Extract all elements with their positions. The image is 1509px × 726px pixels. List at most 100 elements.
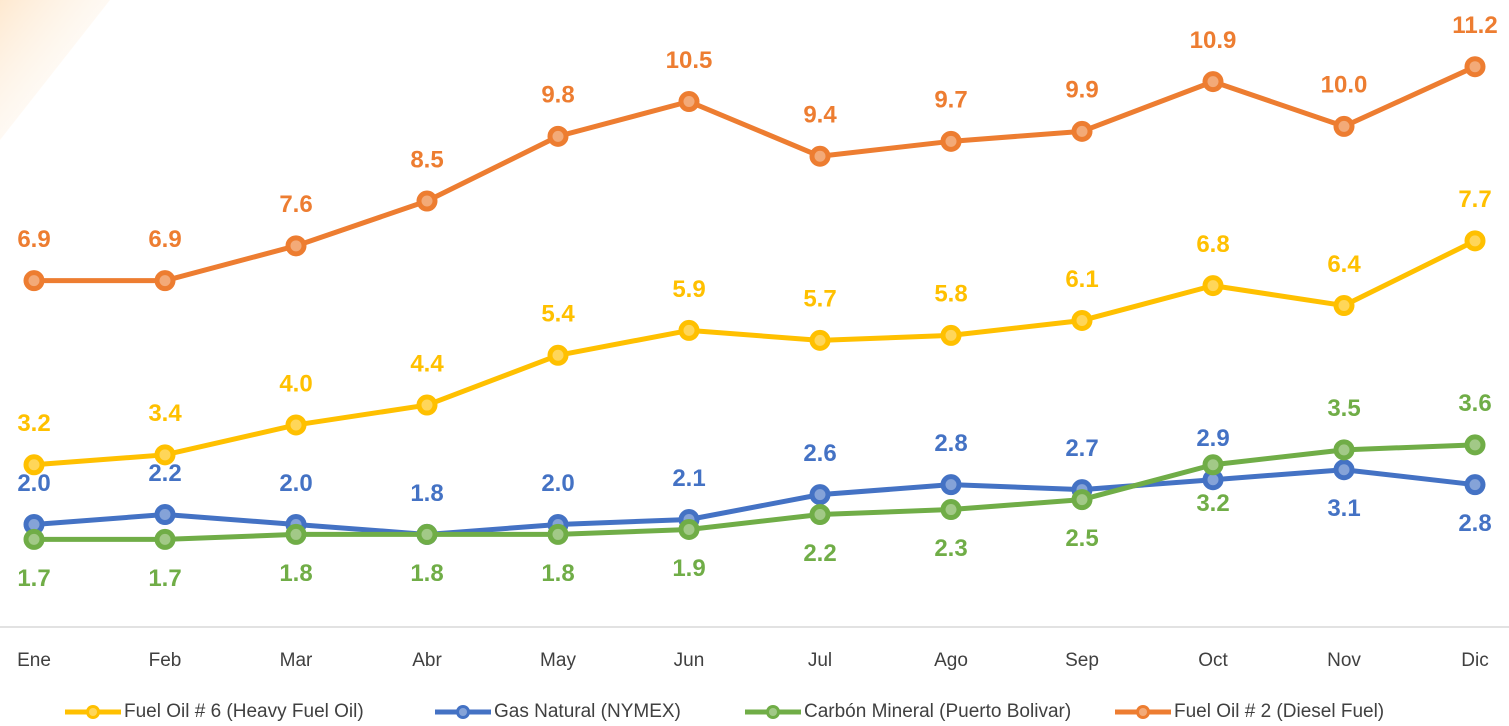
- data-label: 1.8: [410, 560, 443, 587]
- point: [678, 319, 700, 341]
- point-inner: [1207, 280, 1219, 292]
- point: [809, 329, 831, 351]
- point-inner: [814, 150, 826, 162]
- point-inner: [421, 195, 433, 207]
- point-inner: [945, 135, 957, 147]
- data-label: 7.7: [1458, 186, 1491, 213]
- legend-label: Fuel Oil # 6 (Heavy Fuel Oil): [124, 701, 364, 722]
- data-label: 6.1: [1065, 266, 1098, 293]
- point: [416, 190, 438, 212]
- legend-marker-inner: [89, 708, 97, 716]
- data-label: 2.9: [1196, 425, 1229, 452]
- data-label: 11.2: [1452, 12, 1497, 39]
- point: [1071, 309, 1093, 331]
- legend-marker-inner: [459, 708, 467, 716]
- point-inner: [945, 504, 957, 516]
- data-label: 5.7: [803, 286, 836, 313]
- x-tick-label: Jul: [808, 650, 832, 671]
- point-inner: [1076, 314, 1088, 326]
- data-label: 1.7: [148, 565, 181, 592]
- x-tick-label: Ago: [934, 650, 968, 671]
- data-label: 6.9: [17, 226, 50, 253]
- data-label: 2.0: [541, 470, 574, 497]
- legend-label: Fuel Oil # 2 (Diesel Fuel): [1174, 701, 1384, 722]
- data-label: 3.2: [17, 410, 50, 437]
- data-label: 2.1: [672, 465, 705, 492]
- data-label: 7.6: [279, 191, 312, 218]
- point-inner: [1338, 464, 1350, 476]
- point-inner: [1338, 300, 1350, 312]
- point-inner: [814, 509, 826, 521]
- point: [547, 125, 569, 147]
- point: [1071, 489, 1093, 511]
- point-inner: [1338, 444, 1350, 456]
- data-label: 5.9: [672, 276, 705, 303]
- point-inner: [1469, 235, 1481, 247]
- legend-marker-inner: [769, 708, 777, 716]
- point-inner: [421, 399, 433, 411]
- point-inner: [683, 523, 695, 535]
- series-line: [33, 467, 1476, 537]
- point: [940, 474, 962, 496]
- legend-marker: [766, 705, 780, 719]
- x-tick-label: Nov: [1327, 650, 1361, 671]
- point-inner: [552, 349, 564, 361]
- point-inner: [1469, 439, 1481, 451]
- point-inner: [159, 533, 171, 545]
- point-inner: [945, 329, 957, 341]
- data-label: 2.5: [1065, 525, 1098, 552]
- point: [678, 518, 700, 540]
- point: [547, 523, 569, 545]
- point: [23, 528, 45, 550]
- point-inner: [1469, 61, 1481, 73]
- data-label: 2.0: [279, 470, 312, 497]
- data-label: 2.6: [803, 440, 836, 467]
- data-label: 3.2: [1196, 490, 1229, 517]
- point: [1464, 230, 1486, 252]
- point: [809, 504, 831, 526]
- x-tick-label: Sep: [1065, 650, 1099, 671]
- watermark: [0, 0, 110, 140]
- point: [678, 91, 700, 113]
- data-label: 4.4: [410, 350, 444, 377]
- data-label: 2.8: [934, 430, 967, 457]
- data-label: 2.0: [17, 470, 50, 497]
- point: [1202, 71, 1224, 93]
- point-inner: [290, 240, 302, 252]
- data-label: 2.2: [148, 460, 181, 487]
- point: [940, 324, 962, 346]
- point-inner: [1076, 494, 1088, 506]
- data-label: 3.4: [148, 400, 182, 427]
- point: [154, 444, 176, 466]
- point: [1333, 295, 1355, 317]
- x-tick-label: Feb: [149, 650, 182, 671]
- point: [23, 454, 45, 476]
- data-label: 2.3: [934, 535, 967, 562]
- point-inner: [552, 130, 564, 142]
- series-line: [34, 442, 1476, 542]
- series-line: [34, 64, 1477, 284]
- point: [154, 528, 176, 550]
- data-label: 10.0: [1321, 72, 1368, 99]
- point: [285, 235, 307, 257]
- point-inner: [683, 324, 695, 336]
- x-tick-label: Dic: [1461, 650, 1488, 671]
- point: [809, 484, 831, 506]
- point: [154, 504, 176, 526]
- point-inner: [1076, 125, 1088, 137]
- point: [809, 145, 831, 167]
- data-label: 6.4: [1327, 251, 1361, 278]
- data-label: 1.7: [17, 565, 50, 592]
- point-inner: [290, 419, 302, 431]
- point: [1464, 474, 1486, 496]
- data-label: 3.1: [1327, 495, 1360, 522]
- data-label: 2.2: [803, 540, 836, 567]
- data-label: 5.8: [934, 281, 967, 308]
- legend-marker: [86, 705, 100, 719]
- point-inner: [28, 533, 40, 545]
- data-label: 6.8: [1196, 231, 1229, 258]
- x-tick-label: Oct: [1198, 650, 1228, 671]
- data-label: 1.8: [541, 560, 574, 587]
- point-inner: [1207, 459, 1219, 471]
- point: [1333, 115, 1355, 137]
